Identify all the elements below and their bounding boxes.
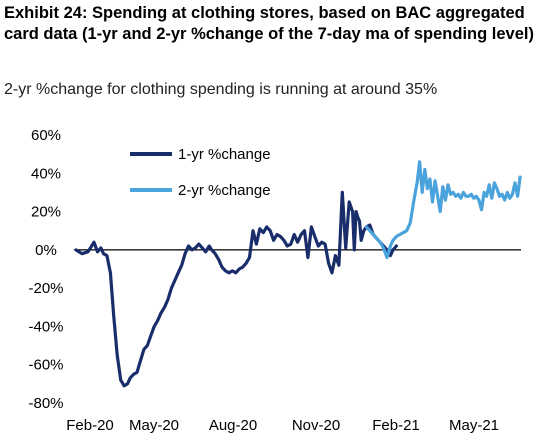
x-tick-label: Nov-20 (292, 417, 340, 434)
x-tick-label: Feb-20 (66, 417, 114, 434)
y-tick-label: -40% (28, 318, 63, 335)
series-layer (74, 160, 522, 388)
series-line-1yr (74, 190, 398, 388)
y-tick-label: -60% (28, 357, 63, 374)
x-tick-label: May-21 (449, 417, 499, 434)
x-tick-label: Feb-21 (372, 417, 420, 434)
x-tick-label: Aug-20 (209, 417, 257, 434)
y-tick-label: 0% (35, 242, 57, 259)
y-tick-label: 20% (31, 204, 61, 221)
series-line-2yr (364, 160, 522, 260)
x-tick-label: May-20 (129, 417, 179, 434)
y-tick-label: 60% (31, 127, 61, 144)
legend: 1-yr %change 2-yr %change (130, 146, 271, 199)
legend-label: 2-yr %change (178, 182, 271, 199)
y-tick-label: 40% (31, 165, 61, 182)
legend-label: 1-yr %change (178, 146, 271, 163)
y-tick-label: -20% (28, 280, 63, 297)
chart-subtitle: 2-yr %change for clothing spending is ru… (4, 81, 438, 98)
y-axis-ticks: 60% 40% 20% 0% -20% -40% -60% -80% (28, 127, 63, 412)
chart-title: Exhibit 24: Spending at clothing stores,… (4, 4, 534, 43)
y-tick-label: -80% (28, 395, 63, 412)
x-axis-ticks: Feb-20 May-20 Aug-20 Nov-20 Feb-21 May-21 (66, 417, 499, 434)
